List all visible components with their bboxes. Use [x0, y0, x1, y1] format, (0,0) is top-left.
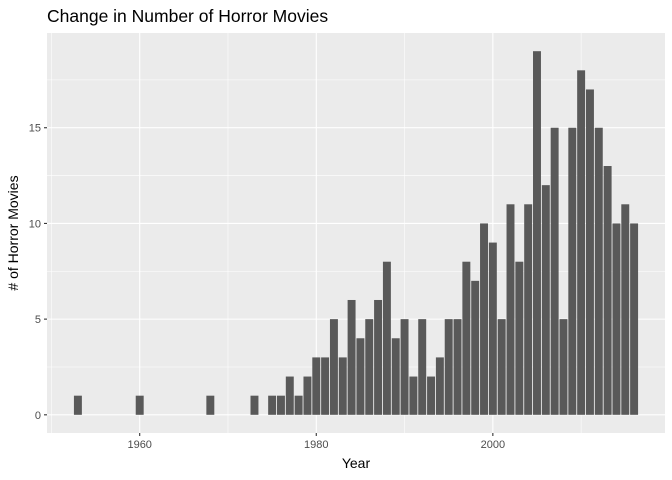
bar-1973 [250, 395, 259, 415]
bar-1968 [206, 395, 215, 415]
bar-2007 [550, 127, 559, 415]
bar-1995 [444, 319, 453, 415]
x-axis-ticks: 1960 1980 2000 [127, 433, 505, 451]
y-tick-label: 0 [35, 410, 41, 422]
bar-1953 [73, 395, 82, 415]
x-tick-label: 1980 [304, 439, 328, 451]
bar-2012 [594, 127, 603, 415]
bar-1993 [427, 376, 436, 415]
bar-1996 [453, 319, 462, 415]
bar-2015 [621, 204, 630, 415]
bar-2004 [524, 204, 533, 415]
bar-1980 [312, 357, 321, 415]
chart-title: Change in Number of Horror Movies [47, 6, 328, 26]
bar-1998 [471, 280, 480, 415]
bar-2011 [585, 89, 594, 415]
bar-1979 [303, 376, 312, 415]
y-axis-title: # of Horror Movies [5, 175, 21, 290]
bar-1960 [135, 395, 144, 415]
bar-1987 [374, 299, 383, 415]
bar-2008 [559, 319, 568, 415]
bar-1997 [462, 261, 471, 415]
bar-1988 [382, 261, 391, 415]
bar-2016 [630, 223, 639, 415]
bar-2003 [515, 261, 524, 415]
bar-2002 [506, 204, 515, 415]
bar-1984 [347, 299, 356, 415]
x-tick-label: 2000 [481, 439, 505, 451]
y-tick-label: 5 [35, 314, 41, 326]
bar-2013 [603, 166, 612, 415]
x-axis-title: Year [342, 455, 371, 471]
bar-1975 [268, 395, 277, 415]
y-axis-ticks: 0 5 10 15 [29, 123, 47, 422]
bar-2001 [497, 319, 506, 415]
y-tick-label: 10 [29, 218, 41, 230]
y-tick-label: 15 [29, 123, 41, 135]
bar-1982 [329, 319, 338, 415]
bar-1985 [356, 338, 365, 415]
bar-2009 [568, 127, 577, 415]
bar-1976 [276, 395, 285, 415]
bar-1989 [391, 338, 400, 415]
bar-2014 [612, 223, 621, 415]
bar-1986 [365, 319, 374, 415]
bar-1981 [321, 357, 330, 415]
bar-2000 [488, 242, 497, 415]
bar-1991 [409, 376, 418, 415]
bar-1994 [435, 357, 444, 415]
bar-2005 [533, 51, 541, 415]
bar-2006 [541, 185, 550, 415]
bar-1999 [480, 223, 488, 415]
bar-1992 [418, 319, 427, 415]
bar-2010 [577, 70, 586, 415]
bar-1983 [338, 357, 347, 415]
bar-1990 [400, 319, 409, 415]
x-tick-label: 1960 [127, 439, 151, 451]
bars [73, 51, 639, 415]
bar-1977 [285, 376, 294, 415]
bar-1978 [294, 395, 303, 415]
